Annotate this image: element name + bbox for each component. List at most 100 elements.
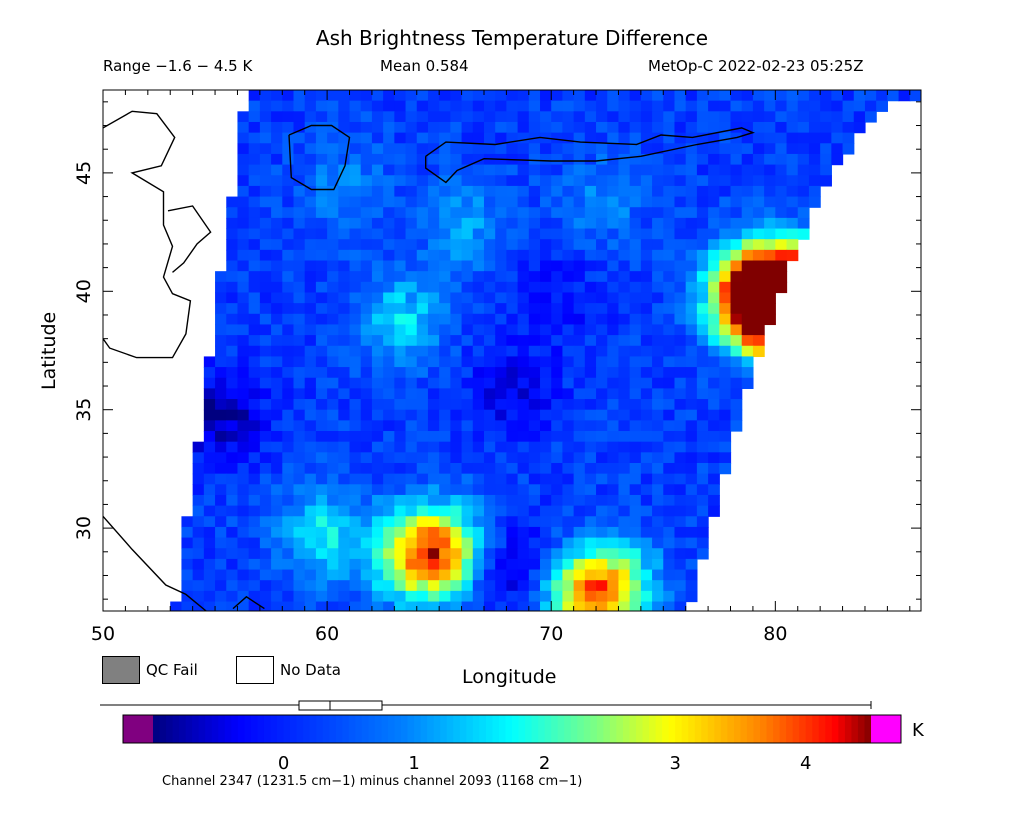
y-tick-label: 35 bbox=[73, 398, 95, 422]
heat-cell bbox=[696, 473, 709, 485]
heat-cell bbox=[730, 324, 743, 336]
heat-cell bbox=[797, 196, 810, 208]
heat-cell bbox=[405, 292, 418, 304]
heat-cell bbox=[394, 164, 407, 176]
heat-cell bbox=[517, 260, 530, 272]
heat-cell bbox=[696, 121, 709, 134]
heat-cell bbox=[439, 537, 451, 549]
heat-cell bbox=[495, 367, 507, 379]
heat-cell bbox=[540, 90, 552, 102]
colorbar-segment bbox=[701, 715, 709, 743]
heat-cell bbox=[259, 441, 272, 453]
heat-cell bbox=[741, 367, 754, 379]
heat-cell bbox=[226, 484, 239, 496]
heat-cell bbox=[282, 196, 295, 208]
heat-cell bbox=[629, 580, 642, 592]
heat-cell bbox=[495, 452, 507, 464]
heat-cell bbox=[540, 164, 552, 176]
heat-cell bbox=[506, 452, 519, 464]
heat-cell bbox=[293, 484, 306, 496]
heat-cell bbox=[271, 153, 283, 166]
heat-cell bbox=[271, 90, 283, 102]
heat-cell bbox=[674, 132, 687, 144]
heat-cell bbox=[652, 590, 664, 603]
heat-cell bbox=[696, 132, 709, 144]
colorbar-segment bbox=[348, 715, 356, 743]
heat-cell bbox=[562, 356, 575, 368]
heat-cell bbox=[371, 462, 384, 475]
heat-cell bbox=[562, 217, 575, 230]
heat-cell bbox=[338, 548, 351, 560]
heat-cell bbox=[405, 132, 418, 144]
heat-cell bbox=[652, 345, 664, 358]
heat-cell bbox=[427, 196, 440, 208]
heat-cell bbox=[383, 569, 395, 581]
heat-cell bbox=[618, 132, 631, 144]
heat-cell bbox=[517, 239, 530, 251]
heat-cell bbox=[327, 100, 339, 112]
heat-cell bbox=[607, 313, 620, 326]
colorbar-segment bbox=[733, 715, 742, 743]
heat-cell bbox=[248, 132, 261, 144]
heat-cell bbox=[663, 260, 676, 272]
heat-cell bbox=[584, 217, 597, 230]
heat-cell bbox=[506, 484, 519, 496]
heat-cell bbox=[752, 249, 765, 262]
heat-cell bbox=[495, 292, 507, 304]
heat-cell bbox=[652, 90, 664, 102]
heat-cell bbox=[338, 569, 351, 581]
heat-cell bbox=[304, 175, 317, 187]
colorbar-segment bbox=[316, 715, 324, 743]
heat-cell bbox=[483, 185, 496, 198]
heat-cell bbox=[427, 335, 440, 347]
heat-cell bbox=[327, 420, 339, 432]
heat-cell bbox=[551, 473, 564, 485]
heat-cell bbox=[663, 473, 676, 485]
heat-cell bbox=[259, 409, 272, 421]
heat-cell bbox=[540, 324, 552, 336]
heat-cell bbox=[517, 516, 530, 528]
heat-cell bbox=[719, 111, 732, 123]
heat-cell bbox=[652, 431, 664, 443]
heat-cell bbox=[618, 271, 631, 283]
heat-cell bbox=[876, 90, 888, 102]
heat-cell bbox=[573, 303, 586, 315]
heat-cell bbox=[853, 90, 866, 102]
heat-cell bbox=[315, 345, 328, 358]
heat-cell bbox=[540, 196, 552, 208]
heat-cell bbox=[461, 409, 474, 421]
heat-cell bbox=[596, 90, 608, 102]
heat-cell bbox=[495, 462, 507, 475]
heat-cell bbox=[237, 441, 250, 453]
heat-cell bbox=[192, 601, 205, 611]
heat-cell bbox=[483, 217, 496, 230]
heat-cell bbox=[696, 228, 709, 240]
heat-cell bbox=[741, 356, 754, 368]
heat-cell bbox=[506, 494, 519, 507]
heat-cell bbox=[629, 207, 642, 219]
heat-cell bbox=[674, 175, 687, 187]
heat-cell bbox=[304, 494, 317, 507]
heat-cell bbox=[685, 217, 698, 230]
heat-cell bbox=[304, 207, 317, 219]
heat-cell bbox=[461, 303, 474, 315]
heat-cell bbox=[293, 452, 306, 464]
colorbar-segment bbox=[277, 715, 285, 743]
heat-cell bbox=[215, 356, 227, 368]
heat-cell bbox=[752, 324, 765, 336]
heat-cell bbox=[640, 271, 653, 283]
heat-cell bbox=[640, 239, 653, 251]
heat-cell bbox=[528, 175, 541, 187]
heat-cell bbox=[820, 164, 832, 176]
heat-cell bbox=[831, 132, 844, 144]
heat-cell bbox=[562, 580, 575, 592]
heat-cell bbox=[640, 473, 653, 485]
heat-cell bbox=[327, 462, 339, 475]
heat-cell bbox=[315, 164, 328, 176]
heat-cell bbox=[696, 516, 709, 528]
heat-cell bbox=[271, 313, 283, 326]
heat-cell bbox=[349, 420, 362, 432]
heat-cell bbox=[584, 356, 597, 368]
colorbar-segment bbox=[590, 715, 598, 743]
heat-cell bbox=[607, 399, 620, 411]
